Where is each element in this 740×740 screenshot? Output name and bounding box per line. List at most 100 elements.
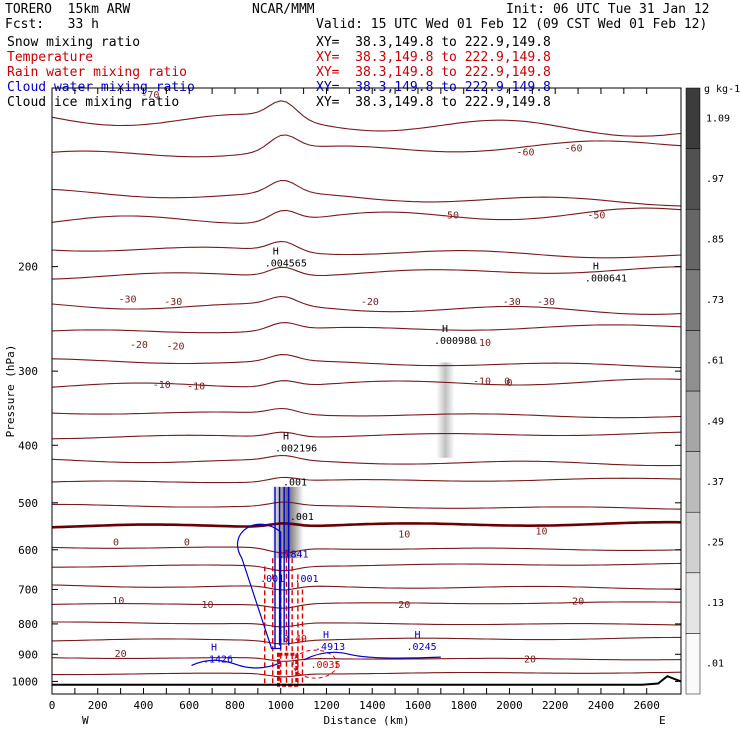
isotherm-line — [51, 354, 682, 369]
max-value: .1426 — [203, 655, 233, 666]
isotherm-label: -10 — [473, 338, 491, 349]
rain-contour — [292, 649, 338, 679]
max-marker: H — [283, 432, 289, 443]
isotherm-label: -30 — [164, 297, 182, 308]
west-label: W — [82, 714, 89, 727]
max-value: 3.49 — [283, 634, 307, 645]
max-value: .004565 — [265, 259, 307, 270]
isotherm-line — [51, 240, 682, 259]
x-tick-label: 200 — [88, 699, 108, 712]
max-value: .001 — [283, 478, 307, 489]
field-xsec: XY= 38.3,149.8 to 222.9,149.8 — [316, 95, 551, 110]
max-marker: H — [593, 262, 599, 273]
colorbar-label: .37 — [706, 477, 724, 488]
x-tick-label: 1000 — [267, 699, 294, 712]
isotherm-line — [51, 134, 682, 158]
x-tick-label: 800 — [225, 699, 245, 712]
y-tick-label: 700 — [18, 584, 38, 597]
isotherm-line — [51, 179, 682, 207]
max-value: .001 — [290, 512, 314, 523]
field-xsec: XY= 38.3,149.8 to 222.9,149.8 — [316, 50, 551, 65]
field-xsec: XY= 38.3,149.8 to 222.9,149.8 — [316, 65, 551, 80]
x-tick-label: 0 — [49, 699, 56, 712]
max-value: .4913 — [315, 642, 345, 653]
colorbar-label: .73 — [706, 295, 724, 306]
isotherm-label: -10 — [187, 381, 205, 392]
max-marker: H — [211, 643, 217, 654]
isotherm-line — [51, 266, 682, 280]
forecast-hour: Fcst: 33 h — [5, 17, 99, 32]
colorbar-segment — [685, 87, 701, 149]
isotherm-label: -10 — [153, 380, 171, 391]
colorbar-label: .61 — [706, 356, 724, 367]
y-tick-label: 1000 — [12, 675, 39, 688]
isotherm-label: 0 — [506, 378, 512, 389]
x-tick-label: 2000 — [496, 699, 523, 712]
colorbar-label: 1.09 — [706, 113, 730, 124]
y-tick-label: 800 — [18, 618, 38, 631]
isotherm-line — [52, 621, 682, 628]
isotherm-line — [51, 295, 682, 315]
colorbar-segment — [685, 208, 701, 271]
zero-isotherm — [51, 520, 682, 529]
init-time: Init: 06 UTC Tue 31 Jan 12 — [506, 2, 710, 17]
colorbar-segment — [685, 451, 701, 513]
plot-header: TORERO 15km ARW NCAR/MMM Init: 06 UTC Tu… — [0, 0, 740, 115]
snow-shading — [436, 362, 455, 458]
field-name: Cloud ice mixing ratio — [7, 95, 180, 110]
isotherm-label: 0 — [113, 537, 119, 548]
colorbar-label: .25 — [706, 538, 724, 549]
x-axis-label: Distance (km) — [323, 714, 409, 727]
colorbar-segment — [685, 330, 701, 392]
isotherm-label: 10 — [112, 596, 124, 607]
isotherm-label: 10 — [535, 527, 547, 538]
y-tick-label: 200 — [18, 261, 38, 274]
isotherm-label: -50 — [587, 211, 605, 222]
isotherm-label: 10 — [398, 529, 410, 540]
isotherm-label: 20 — [572, 597, 584, 608]
max-value: .7841 — [278, 549, 308, 560]
colorbar-label: .49 — [706, 416, 724, 427]
field-name: Cloud water mixing ratio — [7, 80, 195, 95]
field-xsec: XY= 38.3,149.8 to 222.9,149.8 — [316, 35, 551, 50]
rain-core — [276, 652, 299, 687]
isotherm-line — [51, 657, 682, 662]
max-value: .002196 — [275, 444, 317, 455]
x-tick-label: 1800 — [450, 699, 477, 712]
valid-time: Valid: 15 UTC Wed 01 Feb 12 (09 CST Wed … — [316, 17, 708, 32]
isotherm-line — [51, 431, 682, 440]
isotherm-line — [51, 407, 682, 419]
isotherm-line — [51, 501, 682, 510]
x-tick-label: 600 — [179, 699, 199, 712]
max-value: .0035 — [310, 660, 340, 671]
y-tick-label: 900 — [18, 648, 38, 661]
colorbar-segment — [685, 269, 701, 331]
colorbar-segment — [685, 390, 701, 452]
model-title: TORERO 15km ARW — [5, 2, 131, 17]
terrain-surface — [52, 675, 682, 686]
colorbar-unit: g kg-1 — [704, 84, 740, 95]
max-value: .0245 — [407, 642, 437, 653]
isotherm-line — [51, 378, 682, 388]
x-tick-label: 1200 — [313, 699, 340, 712]
cloud-water-contour — [303, 651, 441, 661]
east-label: E — [659, 714, 666, 727]
isotherm-label: -30 — [503, 297, 521, 308]
isotherm-label: -50 — [441, 211, 459, 222]
colorbar-segment — [685, 148, 701, 210]
isotherm-label: 0 — [184, 537, 190, 548]
max-value: .001 — [260, 574, 284, 585]
cloud-water-contour — [236, 523, 282, 650]
max-value: .000980 — [434, 336, 476, 347]
colorbar-segment — [685, 511, 701, 574]
max-marker: H — [442, 324, 448, 335]
isotherm-label: -20 — [166, 342, 184, 353]
isotherm-label: -20 — [130, 340, 148, 351]
isotherm-label: -20 — [361, 297, 379, 308]
x-tick-label: 1400 — [359, 699, 386, 712]
isotherm-line — [52, 562, 682, 572]
field-name: Snow mixing ratio — [7, 35, 141, 50]
isotherm-label: -30 — [537, 297, 555, 308]
isotherm-line — [51, 636, 681, 645]
